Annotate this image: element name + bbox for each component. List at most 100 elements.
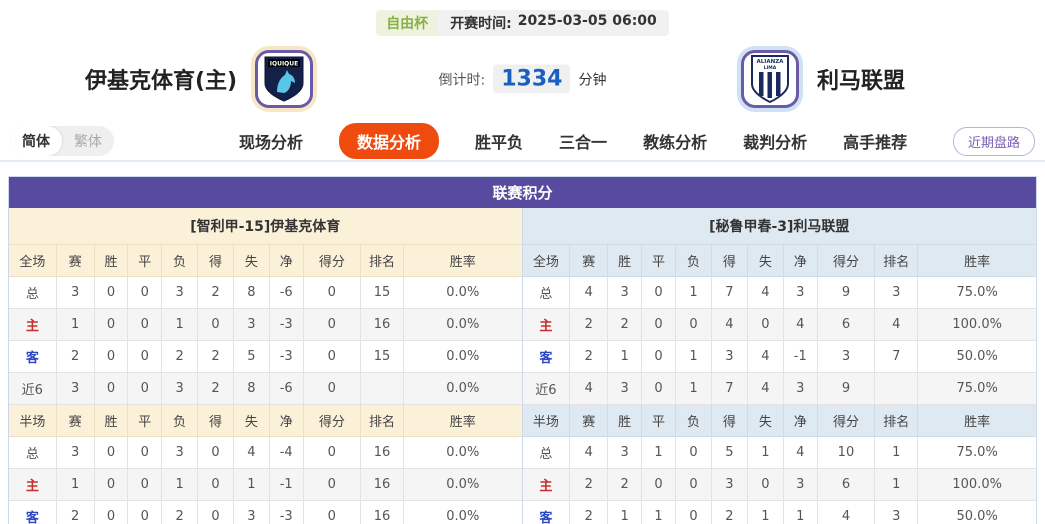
col-header-cell: 负 <box>675 245 712 277</box>
col-header-cell: 胜 <box>94 404 129 437</box>
stat-cell: 2 <box>569 308 609 341</box>
table-row: 主 1 0 0 1 0 3 -3 0 16 0.0% <box>9 308 522 341</box>
col-header-cell: 全场 <box>9 245 57 277</box>
stat-cell: 0 <box>94 276 129 309</box>
tab-3[interactable]: 胜平负 <box>475 133 524 152</box>
stat-cell: 3 <box>161 276 199 309</box>
stat-cell: 1 <box>675 340 712 373</box>
col-header-cell: 得 <box>197 245 234 277</box>
col-header-cell: 负 <box>161 245 199 277</box>
col-header-cell: 平 <box>641 245 676 277</box>
kickoff-label: 开赛时间: <box>450 16 512 32</box>
stat-cell: 1 <box>874 468 919 501</box>
stat-cell: 0 <box>641 372 676 405</box>
tab-5[interactable]: 教练分析 <box>643 133 708 152</box>
countdown-value: 1334 <box>493 64 571 94</box>
stat-cell: 4 <box>711 308 748 341</box>
col-header-cell: 失 <box>747 245 784 277</box>
table-row: 总 3 0 0 3 2 8 -6 0 15 0.0% <box>9 276 522 309</box>
stat-cell: 0 <box>127 276 163 309</box>
kickoff-time: 开赛时间: 2025-03-05 06:00 <box>438 10 669 36</box>
col-header-cell: 得分 <box>817 404 876 437</box>
stat-cell: 15 <box>360 276 405 309</box>
countdown: 倒计时: 1334 分钟 <box>439 64 606 94</box>
stat-cell: 0 <box>303 340 362 373</box>
stat-cell: 0 <box>197 468 234 501</box>
stat-cell: 2 <box>569 340 609 373</box>
stat-cell: 2 <box>197 372 234 405</box>
row-label: 客 <box>522 340 571 373</box>
stat-cell: 0 <box>197 500 234 524</box>
stat-cell: 0 <box>303 500 362 524</box>
stat-cell <box>874 372 919 405</box>
stat-cell: 0.0% <box>403 372 522 405</box>
col-header-cell: 排名 <box>360 404 405 437</box>
stat-cell: 3 <box>233 500 270 524</box>
stat-cell: 1 <box>675 276 712 309</box>
league-badge[interactable]: 自由杯 <box>376 10 439 36</box>
stat-cell: 0 <box>127 500 163 524</box>
row-label: 主 <box>522 308 571 341</box>
stat-cell: 2 <box>161 500 199 524</box>
stat-cell: 100.0% <box>917 468 1036 501</box>
stat-cell: 0 <box>197 436 234 469</box>
tab-2[interactable]: 数据分析 <box>339 123 440 159</box>
col-header-cell: 半场 <box>9 404 57 437</box>
row-label: 客 <box>9 340 57 373</box>
row-label: 近6 <box>522 372 571 405</box>
col-header-cell: 得 <box>711 404 748 437</box>
col-header-cell: 负 <box>675 404 712 437</box>
stat-cell: 8 <box>233 276 270 309</box>
col-header-cell: 失 <box>233 245 270 277</box>
stat-cell: 1 <box>161 468 199 501</box>
row-label: 总 <box>522 276 571 309</box>
table-row: 总 4 3 1 0 5 1 4 10 1 75.0% <box>522 436 1036 469</box>
stat-cell: 3 <box>817 340 876 373</box>
away-team-name: 利马联盟 <box>816 69 905 94</box>
tab-7[interactable]: 高手推荐 <box>843 133 908 152</box>
stat-cell: -6 <box>269 276 304 309</box>
stat-cell: -6 <box>269 372 304 405</box>
stat-cell <box>360 372 405 405</box>
stat-cell: 3 <box>783 276 818 309</box>
col-header-cell: 半场 <box>522 404 571 437</box>
stat-cell: 7 <box>711 276 748 309</box>
stat-cell: 3 <box>161 436 199 469</box>
tab-6[interactable]: 裁判分析 <box>743 133 808 152</box>
col-header-cell: 赛 <box>569 404 609 437</box>
recent-odds-button[interactable]: 近期盘路 <box>952 126 1035 156</box>
stat-cell: 3 <box>56 436 95 469</box>
col-header-cell: 胜 <box>607 245 643 277</box>
stats-header-row: 全场赛胜平负得失净得分 排名 胜率 <box>522 245 1036 277</box>
away-team: ALIANZA LIMA 利马联盟 <box>740 50 905 108</box>
tab-4[interactable]: 三合一 <box>559 133 608 152</box>
stat-cell: 3 <box>233 308 270 341</box>
stat-cell: 0 <box>747 308 784 341</box>
stat-cell: -3 <box>269 308 304 341</box>
stat-cell: 2 <box>161 340 199 373</box>
league-points-panel: 联赛积分 [智利甲-15]伊基克体育 全场赛胜平负得失净得分 排名 胜率总 3 0 0 3 2… <box>8 176 1037 524</box>
col-header-cell: 赛 <box>56 404 95 437</box>
home-stats-table: 全场赛胜平负得失净得分 排名 胜率总 3 0 0 3 2 8 -6 0 15 0.0% 主 1 0 0 1 0 3 -3… <box>9 245 522 524</box>
col-header-cell: 排名 <box>360 245 405 277</box>
stat-cell: 3 <box>607 372 643 405</box>
stat-cell: 0 <box>675 468 712 501</box>
iquique-shield-icon: IQUIQUE <box>264 56 304 102</box>
stat-cell: 0 <box>747 468 784 501</box>
stat-cell: 1 <box>675 372 712 405</box>
tab-1[interactable]: 现场分析 <box>239 133 304 152</box>
stat-cell: 4 <box>747 276 784 309</box>
lang-simplified-button[interactable]: 简体 <box>10 126 62 156</box>
stat-cell: 0.0% <box>403 276 522 309</box>
stat-cell: 5 <box>711 436 748 469</box>
col-header-cell: 胜率 <box>403 245 522 277</box>
stat-cell: 0 <box>127 436 163 469</box>
col-header-cell: 赛 <box>56 245 95 277</box>
col-header-cell: 得 <box>197 404 234 437</box>
stat-cell: 3 <box>607 276 643 309</box>
lang-traditional-button[interactable]: 繁体 <box>74 134 102 150</box>
stat-cell: 0 <box>303 276 362 309</box>
stat-cell: 75.0% <box>917 276 1036 309</box>
stat-cell: 0 <box>127 308 163 341</box>
